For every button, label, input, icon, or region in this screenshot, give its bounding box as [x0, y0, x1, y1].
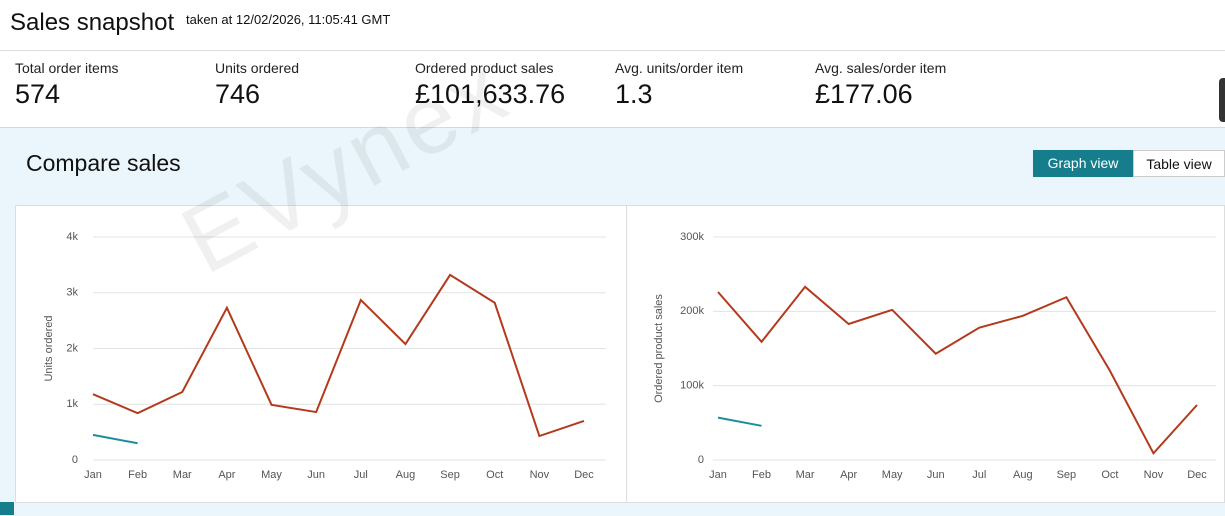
metric: Ordered product sales £101,633.76 [415, 60, 615, 110]
x-tick-label: Aug [1013, 469, 1033, 481]
page-title: Sales snapshot [10, 9, 175, 36]
x-tick-label: Jul [354, 469, 368, 481]
section-title: Compare sales [26, 150, 181, 176]
metric-value: 1.3 [615, 79, 653, 109]
x-tick-label: Mar [796, 469, 815, 481]
y-tick-label: 0 [72, 454, 78, 466]
y-tick-label: 4k [66, 231, 78, 243]
x-tick-label: Nov [530, 469, 550, 481]
x-tick-label: Jan [84, 469, 102, 481]
metric-value: £101,633.76 [415, 79, 566, 109]
x-tick-label: Mar [173, 469, 192, 481]
x-tick-label: Sep [440, 469, 460, 481]
chart: 0 100k 200k 300k Ordered product sales Jan Feb… [653, 231, 1216, 481]
metric-label: Avg. units/order item [615, 60, 744, 76]
side-tab[interactable] [1219, 78, 1225, 122]
y-tick-label: 300k [680, 231, 704, 243]
metric-label: Units ordered [215, 60, 300, 76]
metric-value: £177.06 [815, 79, 913, 109]
x-tick-label: Sep [1057, 469, 1077, 481]
series-line [717, 416, 762, 427]
x-tick-label: Apr [218, 469, 235, 481]
header [0, 0, 1225, 51]
metric-label: Ordered product sales [415, 60, 554, 76]
x-tick-label: Feb [752, 469, 771, 481]
graph-view-button[interactable]: Graph view [1033, 150, 1133, 177]
x-tick-label: Oct [486, 469, 503, 481]
x-tick-label: Nov [1144, 469, 1164, 481]
metric-label: Avg. sales/order item [815, 60, 947, 76]
x-tick-label: Jun [307, 469, 325, 481]
x-tick-label: Jan [709, 469, 727, 481]
x-tick-label: Dec [574, 469, 594, 481]
x-tick-label: Dec [1187, 469, 1207, 481]
y-tick-label: 200k [680, 305, 704, 317]
metric: Total order items 574 [15, 60, 215, 110]
y-tick-label: 0 [698, 454, 704, 466]
x-tick-label: May [882, 469, 903, 481]
metric: Avg. sales/order item £177.06 [815, 60, 1015, 110]
y-tick-label: 100k [680, 380, 704, 392]
chart-panel: 0 100k 200k 300k Ordered product sales Jan Feb… [626, 205, 1225, 503]
y-tick-label: 1k [66, 398, 78, 410]
metric: Avg. units/order item 1.3 [615, 60, 815, 110]
x-tick-label: Apr [840, 469, 857, 481]
x-tick-label: Oct [1101, 469, 1118, 481]
metric-value: 746 [215, 79, 261, 109]
series-line [92, 273, 585, 438]
metric-value: 574 [15, 79, 61, 109]
x-tick-label: May [261, 469, 282, 481]
snapshot-time: taken at 12/02/2026, 11:05:41 GMT [186, 12, 391, 27]
x-tick-label: Feb [128, 469, 147, 481]
metric: Units ordered 746 [215, 60, 415, 110]
x-tick-label: Jun [927, 469, 945, 481]
chart: 0 1k 2k 3k 4k Units ordered Jan Feb Mar Apr May Jun… [43, 231, 606, 481]
x-tick-label: Aug [396, 469, 416, 481]
series-line [717, 285, 1198, 456]
metric-label: Total order items [15, 60, 119, 76]
y-axis-label: Ordered product sales [653, 294, 665, 403]
chart-panel: 0 1k 2k 3k 4k Units ordered Jan Feb Mar Apr May Jun… [15, 205, 627, 503]
y-tick-label: 2k [66, 342, 78, 354]
table-view-button[interactable]: Table view [1133, 150, 1225, 177]
y-axis-label: Units ordered [43, 315, 55, 381]
x-tick-label: Jul [972, 469, 986, 481]
y-tick-label: 3k [66, 287, 78, 299]
series-line [92, 433, 138, 445]
close-button[interactable] [0, 502, 14, 515]
